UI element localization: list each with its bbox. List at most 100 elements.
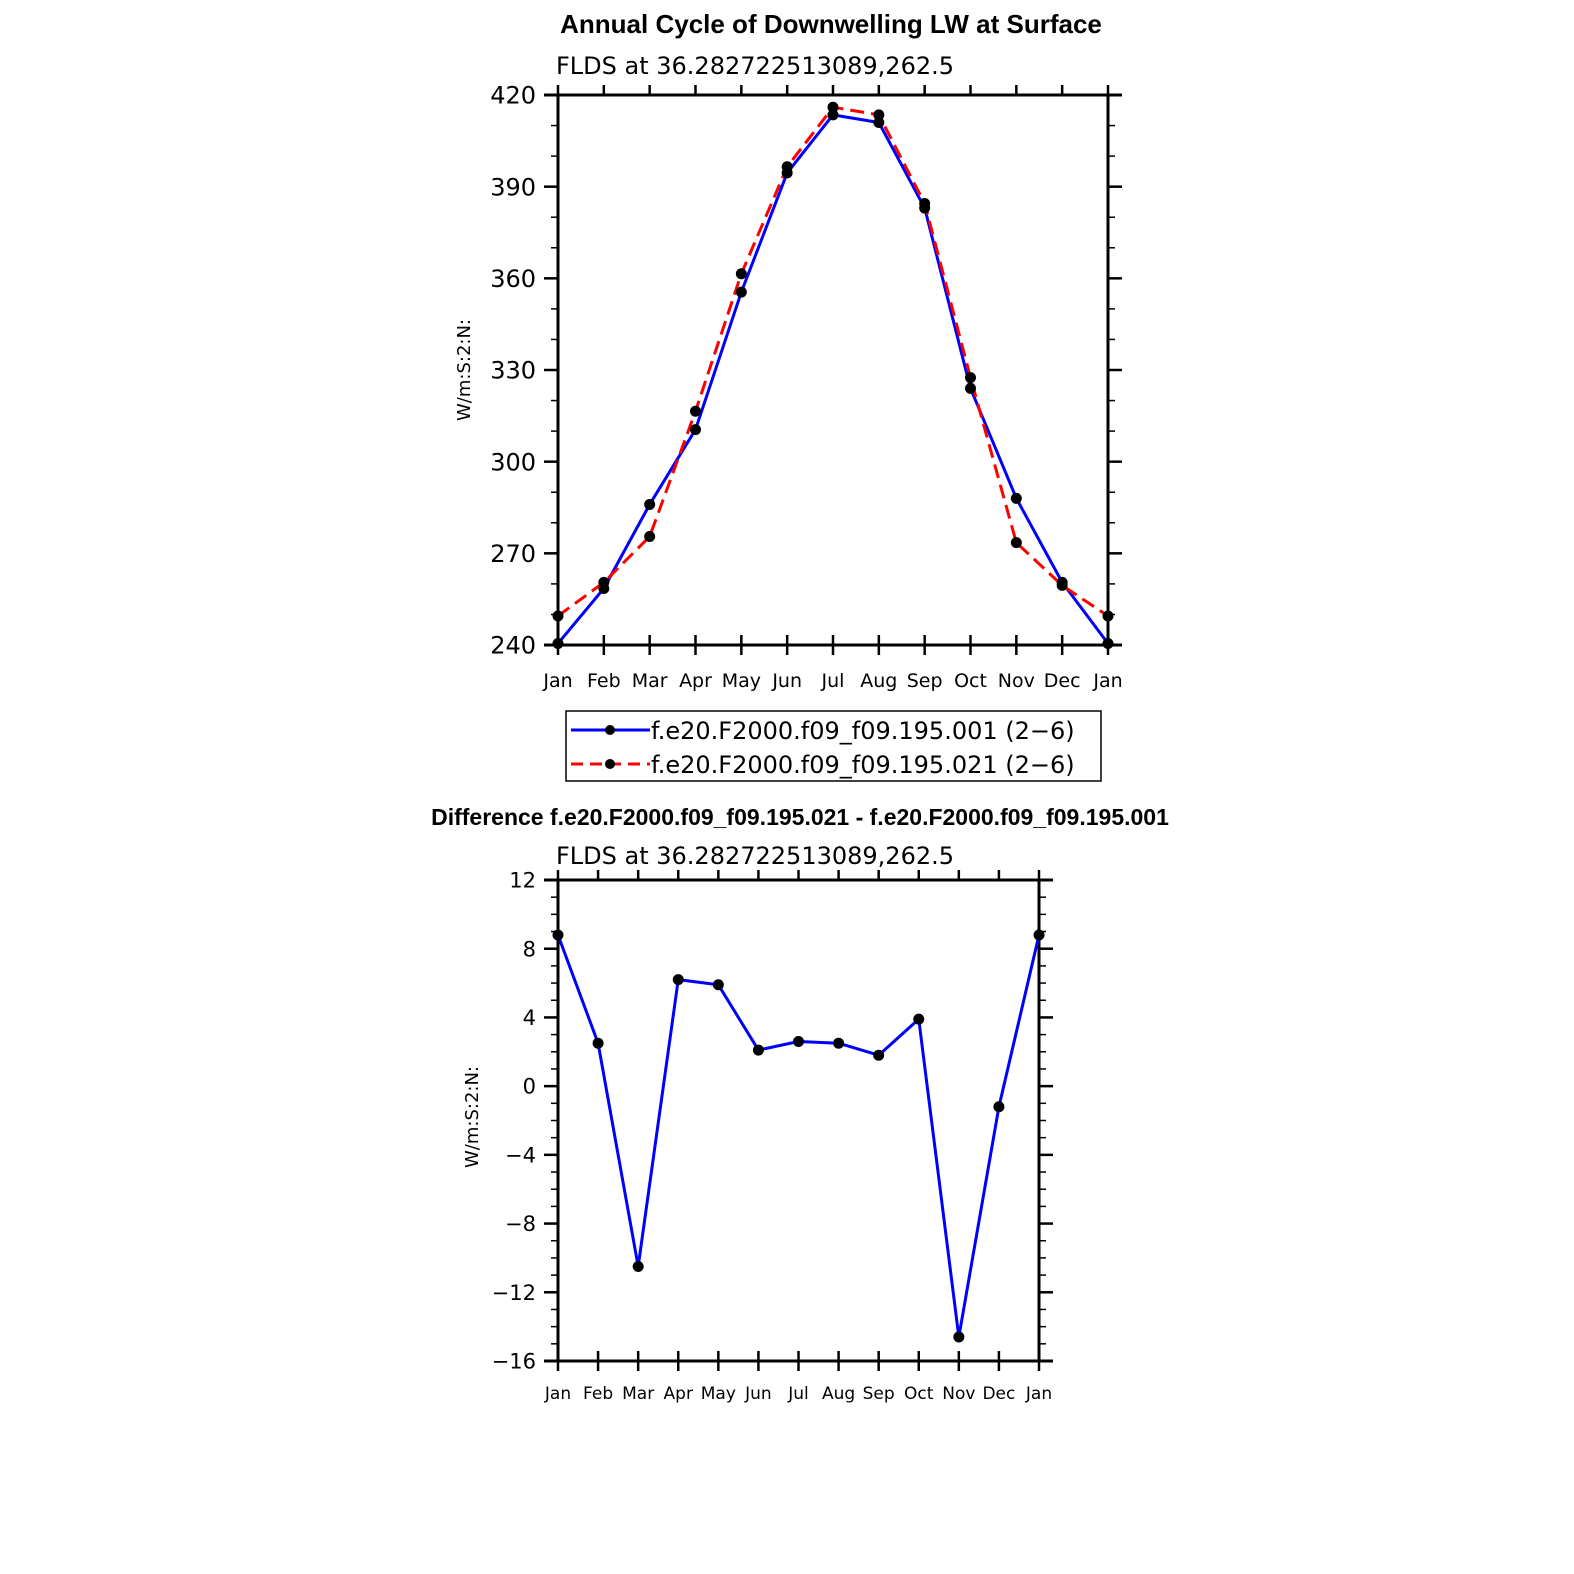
x-tick-label: May (701, 1384, 736, 1404)
x-tick-label: Jul (821, 670, 845, 692)
data-point-series-1 (735, 286, 747, 298)
x-tick-label: Mar (622, 1384, 654, 1404)
x-tick-label: Dec (982, 1384, 1015, 1404)
legend-label: f.e20.F2000.f09_f09.195.001 (2−6) (651, 717, 1075, 745)
legend-label: f.e20.F2000.f09_f09.195.021 (2−6) (651, 751, 1075, 779)
y-tick-label: 270 (490, 540, 536, 568)
x-tick-label: Jan (1025, 1384, 1052, 1404)
y-tick-label: 0 (523, 1075, 536, 1099)
y-tick-label: −12 (492, 1281, 536, 1305)
axes-frame (544, 878, 1053, 1363)
annual-cycle-chart: Annual Cycle of Downwelling LW at Surfac… (454, 9, 1123, 692)
data-point-series-1 (953, 1331, 965, 1343)
data-point-series-1 (1033, 929, 1045, 941)
data-point-series-1 (1102, 637, 1114, 649)
legend-box (565, 710, 1102, 782)
data-point-series-2 (919, 197, 931, 209)
y-tick-label: −8 (505, 1212, 536, 1236)
chart-title: Difference f.e20.F2000.f09_f09.195.021 -… (431, 804, 1169, 830)
data-point-series-1 (592, 1037, 604, 1049)
x-tick-label: May (722, 670, 761, 692)
y-tick-label: 330 (490, 357, 536, 385)
y-tick-label: 8 (523, 937, 536, 961)
axis-ticks: Jan Feb Mar Apr May Jun Jul Aug Sep Oct Nov Dec Jan 2… (490, 82, 1122, 692)
y-tick-label: 12 (509, 869, 536, 893)
data-point-series-1 (1010, 492, 1022, 504)
data-point-series-2 (690, 405, 701, 417)
data-point-series-1 (644, 498, 656, 510)
legend: f.e20.F2000.f09_f09.195.001 (2−6) f.e20.… (565, 710, 1102, 782)
plot-frame (556, 93, 1110, 647)
chart-title: Annual Cycle of Downwelling LW at Surfac… (560, 9, 1102, 39)
x-tick-label: Apr (664, 1384, 693, 1404)
data-point-series-2 (644, 531, 656, 543)
data-point-series-1 (752, 1044, 764, 1056)
series-line-1 (556, 113, 1110, 645)
x-tick-label: Nov (942, 1384, 975, 1404)
y-tick-label: −4 (505, 1143, 536, 1167)
data-point-series-1 (690, 424, 701, 436)
data-point-series-1 (552, 929, 564, 941)
legend-marker (605, 759, 615, 769)
data-point-series-2 (1010, 537, 1022, 549)
legend-marker (605, 725, 615, 735)
x-tick-label: Nov (998, 670, 1035, 692)
chart-subtitle: FLDS at 36.282722513089,262.5 (556, 842, 954, 870)
chart-subtitle: FLDS at 36.282722513089,262.5 (556, 52, 954, 80)
series-group (552, 101, 1114, 649)
x-tick-label: Mar (632, 670, 668, 692)
series-group (552, 929, 1045, 1343)
data-point-series-1 (965, 382, 976, 394)
x-tick-label: Jun (771, 670, 802, 692)
data-point-series-2 (781, 161, 793, 173)
data-point-series-2 (1102, 610, 1114, 622)
x-tick-label: Dec (1044, 670, 1081, 692)
y-tick-label: 240 (490, 632, 536, 660)
y-tick-label: 4 (523, 1006, 536, 1030)
data-point-series-1 (833, 1037, 845, 1049)
data-point-series-2 (552, 610, 564, 622)
legend-entry: f.e20.F2000.f09_f09.195.001 (2−6) (571, 717, 1075, 745)
data-point-series-1 (712, 979, 724, 991)
data-point-series-1 (793, 1035, 804, 1047)
axis-ticks: Jan Feb Mar Apr May Jun Jul Aug Sep Oct Nov Dec Jan−… (492, 869, 1053, 1404)
series-line-2 (557, 105, 1109, 618)
x-tick-label: Jan (1092, 670, 1122, 692)
data-point-series-2 (735, 268, 747, 280)
x-tick-label: Apr (679, 670, 712, 692)
data-point-series-1 (993, 1101, 1005, 1113)
x-tick-label: Jul (787, 1384, 809, 1404)
data-point-series-1 (827, 109, 839, 121)
x-tick-label: Jan (542, 670, 572, 692)
axes-frame (544, 93, 1122, 647)
data-point-series-2 (827, 101, 839, 113)
y-tick-label: 360 (490, 265, 536, 293)
data-point-series-1 (672, 974, 684, 986)
data-point-series-1 (873, 117, 885, 128)
x-tick-label: Aug (860, 670, 897, 692)
x-tick-label: Sep (863, 1384, 895, 1404)
x-tick-label: Oct (904, 1384, 934, 1404)
data-point-series-2 (598, 576, 610, 588)
legend-entry: f.e20.F2000.f09_f09.195.021 (2−6) (571, 751, 1075, 779)
data-point-series-2 (873, 109, 885, 121)
data-point-series-1 (913, 1013, 925, 1025)
difference-chart: Difference f.e20.F2000.f09_f09.195.021 -… (431, 804, 1169, 1404)
data-point-series-1 (552, 637, 564, 649)
y-tick-label: −16 (492, 1350, 536, 1374)
series-line-1 (556, 934, 1041, 1339)
y-tick-label: 390 (490, 173, 536, 201)
x-tick-label: Oct (954, 670, 987, 692)
y-axis-label: W/m:S:2:N: (462, 1066, 483, 1168)
x-tick-label: Aug (822, 1384, 855, 1404)
x-tick-label: Sep (907, 670, 943, 692)
data-point-series-2 (965, 372, 976, 384)
y-axis-label: W/m:S:2:N: (454, 319, 475, 421)
data-point-series-1 (632, 1261, 644, 1273)
x-tick-label: Feb (587, 670, 621, 692)
y-tick-label: 300 (490, 448, 536, 476)
x-tick-label: Feb (583, 1384, 613, 1404)
x-tick-label: Jun (744, 1384, 772, 1404)
y-tick-label: 420 (490, 82, 536, 110)
